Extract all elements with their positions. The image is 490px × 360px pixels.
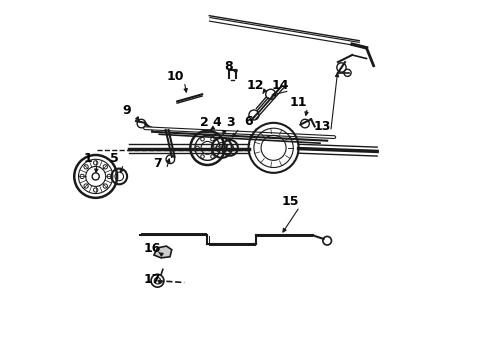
Text: 11: 11 [290, 96, 307, 109]
Polygon shape [154, 246, 172, 258]
Text: 17: 17 [144, 273, 161, 286]
Text: 1: 1 [83, 152, 92, 165]
Text: 4: 4 [212, 116, 221, 129]
Text: 8: 8 [224, 60, 233, 73]
Text: 7: 7 [153, 157, 162, 170]
Text: 16: 16 [144, 242, 161, 255]
Text: 3: 3 [226, 116, 235, 129]
Text: 5: 5 [110, 152, 119, 165]
Text: 12: 12 [247, 79, 265, 92]
Text: 6: 6 [244, 114, 253, 127]
Text: 9: 9 [122, 104, 131, 117]
Text: 13: 13 [313, 120, 330, 133]
Text: 14: 14 [272, 79, 290, 92]
Text: 15: 15 [282, 195, 299, 208]
Text: 10: 10 [167, 70, 184, 83]
Text: 2: 2 [199, 116, 208, 129]
